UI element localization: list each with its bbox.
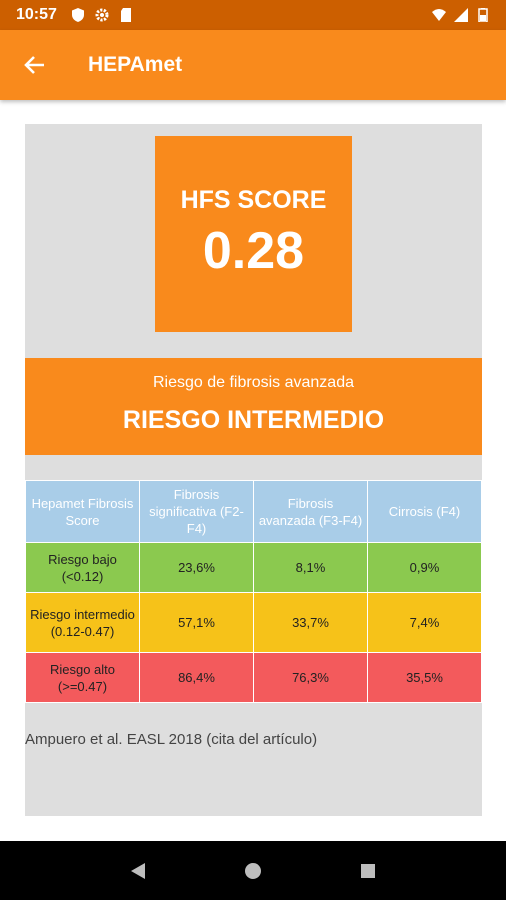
sd-card-icon	[120, 8, 131, 22]
table-cell: 8,1%	[253, 542, 368, 593]
app-bar: HEPAmet	[0, 30, 506, 100]
arrow-back-icon	[24, 56, 44, 74]
table-cell: 0,9%	[367, 542, 482, 593]
header-cell: Cirrosis (F4)	[367, 480, 482, 543]
row-label: Riesgo intermedio (0.12-0.47)	[25, 592, 140, 653]
wifi-icon	[432, 9, 446, 21]
back-button[interactable]	[0, 30, 70, 100]
table-row-low: Riesgo bajo (<0.12) 23,6% 8,1% 0,9%	[25, 542, 482, 593]
table-cell: 7,4%	[367, 592, 482, 653]
triangle-back-icon	[130, 862, 145, 879]
score-value: 0.28	[202, 222, 305, 280]
table-row-intermediate: Riesgo intermedio (0.12-0.47) 57,1% 33,7…	[25, 592, 482, 653]
header-cell: Fibrosis avanzada (F3-F4)	[253, 480, 368, 543]
risk-level: RIESGO INTERMEDIO	[122, 406, 385, 434]
risk-caption: Riesgo de fibrosis avanzada	[152, 374, 354, 391]
nav-back-button[interactable]	[118, 851, 158, 891]
header-cell: Fibrosis significativa (F2-F4)	[139, 480, 254, 543]
nav-home-button[interactable]	[233, 851, 273, 891]
status-time: 10:57	[16, 6, 57, 23]
table-cell: 76,3%	[253, 652, 368, 703]
table-cell: 57,1%	[139, 592, 254, 653]
shield-icon	[71, 8, 84, 22]
table-header-row: Hepamet Fibrosis Score Fibrosis signific…	[25, 480, 482, 543]
table-cell: 86,4%	[139, 652, 254, 703]
score-box: HFS SCORE 0.28	[155, 136, 352, 332]
table-cell: 35,5%	[367, 652, 482, 703]
table-row-high: Riesgo alto (>=0.47) 86,4% 76,3% 35,5%	[25, 652, 482, 703]
gear-icon	[95, 8, 109, 22]
table-cell: 23,6%	[139, 542, 254, 593]
circle-home-icon	[244, 862, 261, 879]
score-label: HFS SCORE	[180, 186, 327, 214]
app-title: HEPAmet	[88, 53, 183, 76]
row-label: Riesgo bajo (<0.12)	[25, 542, 140, 593]
square-recents-icon	[361, 863, 376, 878]
results-card: HFS SCORE 0.28 Riesgo de fibrosis avanza…	[25, 124, 482, 816]
citation-text: Ampuero et al. EASL 2018 (cita del artíc…	[25, 731, 318, 748]
risk-table: Hepamet Fibrosis Score Fibrosis signific…	[25, 480, 482, 703]
battery-icon	[478, 8, 488, 22]
status-bar: 10:57	[0, 0, 506, 30]
signal-icon	[454, 8, 468, 22]
risk-banner: Riesgo de fibrosis avanzada RIESGO INTER…	[25, 358, 482, 455]
table-cell: 33,7%	[253, 592, 368, 653]
header-cell: Hepamet Fibrosis Score	[25, 480, 140, 543]
nav-recents-button[interactable]	[348, 851, 388, 891]
row-label: Riesgo alto (>=0.47)	[25, 652, 140, 703]
navigation-bar	[0, 841, 506, 900]
